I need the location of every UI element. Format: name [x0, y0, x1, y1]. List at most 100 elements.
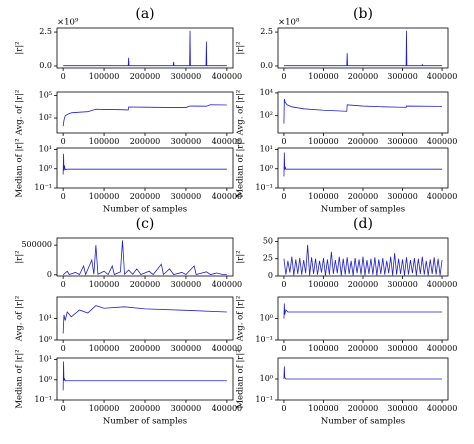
y-tick-label: 10¹ [260, 145, 273, 154]
y-tick-label: 10¹ [39, 314, 52, 323]
x-tick-label: 100000 [89, 344, 120, 353]
x-tick-label: 400000 [212, 404, 243, 413]
y-tick-label: 2.5 [39, 27, 52, 36]
data-line [283, 98, 443, 124]
x-tick-label: 400000 [212, 344, 243, 353]
data-line [62, 153, 227, 175]
x-tick-label: 400000 [427, 72, 458, 81]
x-tick-label: 0 [61, 72, 66, 81]
plot-frame [56, 296, 234, 341]
data-line [63, 30, 227, 67]
x-tick-label: 400000 [212, 137, 243, 146]
x-tick-label: 400000 [212, 280, 243, 289]
x-tick-label: 300000 [171, 404, 202, 413]
x-tick-label: 400000 [427, 344, 458, 353]
x-tick-label: 300000 [171, 192, 202, 201]
x-tick-label: 0 [281, 72, 286, 81]
x-tick-label: 200000 [130, 280, 161, 289]
y-tick-label: 10⁻¹ [34, 183, 52, 192]
x-tick-label: 300000 [171, 72, 202, 81]
x-tick-label: 100000 [308, 192, 339, 201]
y-tick-label: 10² [260, 111, 273, 120]
x-tick-label: 300000 [171, 344, 202, 353]
y-axis-label: |r|² [15, 41, 25, 54]
y-axis-label: Median of |r|² [15, 138, 25, 197]
panel-label: (d) [353, 216, 373, 232]
y-tick-label: 10⁰ [260, 374, 273, 383]
plot-frame [277, 147, 449, 189]
x-tick-label: 200000 [130, 72, 161, 81]
x-tick-label: 100000 [89, 192, 120, 201]
data-line [283, 244, 443, 276]
axis-offset: ×10⁸ [278, 18, 300, 28]
data-line [283, 366, 443, 380]
x-tick-label: 200000 [130, 404, 161, 413]
x-tick-label: 100000 [89, 280, 120, 289]
x-tick-label: 400000 [427, 137, 458, 146]
x-tick-label: 100000 [308, 137, 339, 146]
plot-frame [56, 147, 234, 189]
y-axis-label: Median of |r|² [15, 349, 25, 408]
y-axis-label: Avg. of |r|² [236, 90, 246, 137]
x-tick-label: 0 [61, 344, 66, 353]
y-tick-label: 50 [263, 236, 273, 245]
x-tick-label: 400000 [212, 72, 243, 81]
x-tick-label: 200000 [130, 192, 161, 201]
y-tick-label: 10¹ [39, 355, 52, 364]
x-tick-label: 300000 [387, 404, 418, 413]
data-line [62, 104, 227, 127]
y-tick-label: 10⁰ [39, 164, 52, 173]
x-tick-label: 100000 [89, 137, 120, 146]
plot-frame [56, 91, 234, 134]
y-axis-label: Avg. of |r|² [236, 296, 246, 343]
y-tick-label: 10⁻¹ [34, 395, 52, 404]
x-tick-label: 100000 [89, 72, 120, 81]
axis-offset: ×10⁹ [57, 18, 79, 28]
x-tick-label: 100000 [308, 280, 339, 289]
x-tick-label: 0 [61, 137, 66, 146]
y-tick-label: 10⁻¹ [255, 395, 273, 404]
x-tick-label: 100000 [89, 404, 120, 413]
x-tick-label: 200000 [348, 344, 379, 353]
y-tick-label: 10⁰ [39, 335, 52, 344]
panel-label: (a) [135, 6, 154, 22]
x-tick-label: 200000 [348, 72, 379, 81]
x-tick-label: 300000 [387, 137, 418, 146]
plot-frame [277, 27, 449, 69]
x-tick-label: 0 [281, 280, 286, 289]
plot-frame [56, 357, 234, 401]
data-line [62, 361, 227, 391]
x-tick-label: 100000 [308, 404, 339, 413]
x-axis-label: Number of samples [321, 205, 405, 215]
x-tick-label: 400000 [427, 280, 458, 289]
x-tick-label: 0 [281, 404, 286, 413]
x-tick-label: 300000 [171, 137, 202, 146]
x-tick-label: 200000 [348, 192, 379, 201]
y-tick-label: 0 [268, 271, 273, 280]
y-tick-label: 10⁰ [260, 314, 273, 323]
y-tick-label: 0.0 [39, 61, 52, 70]
y-tick-label: 2.5 [260, 27, 273, 36]
x-tick-label: 300000 [387, 280, 418, 289]
y-axis-label: Avg. of |r|² [15, 90, 25, 137]
y-tick-label: 10⁻¹ [255, 335, 273, 344]
x-tick-label: 400000 [427, 404, 458, 413]
panel-label: (b) [353, 6, 373, 22]
x-tick-label: 400000 [427, 192, 458, 201]
plot-frame [277, 91, 449, 134]
x-tick-label: 0 [281, 137, 286, 146]
y-axis-label: Median of |r|² [236, 138, 246, 197]
y-tick-label: 25 [263, 254, 273, 263]
y-tick-label: 10⁰ [39, 375, 52, 384]
x-tick-label: 200000 [348, 280, 379, 289]
x-tick-label: 300000 [171, 280, 202, 289]
y-tick-label: 10⁴ [260, 88, 273, 97]
y-tick-label: 10⁰ [260, 164, 273, 173]
x-axis-label: Number of samples [103, 417, 187, 427]
x-tick-label: 0 [61, 280, 66, 289]
plot-frame [277, 296, 449, 341]
data-line [62, 240, 227, 276]
y-tick-label: 10² [39, 113, 52, 122]
x-tick-label: 200000 [348, 404, 379, 413]
data-line [283, 303, 443, 319]
